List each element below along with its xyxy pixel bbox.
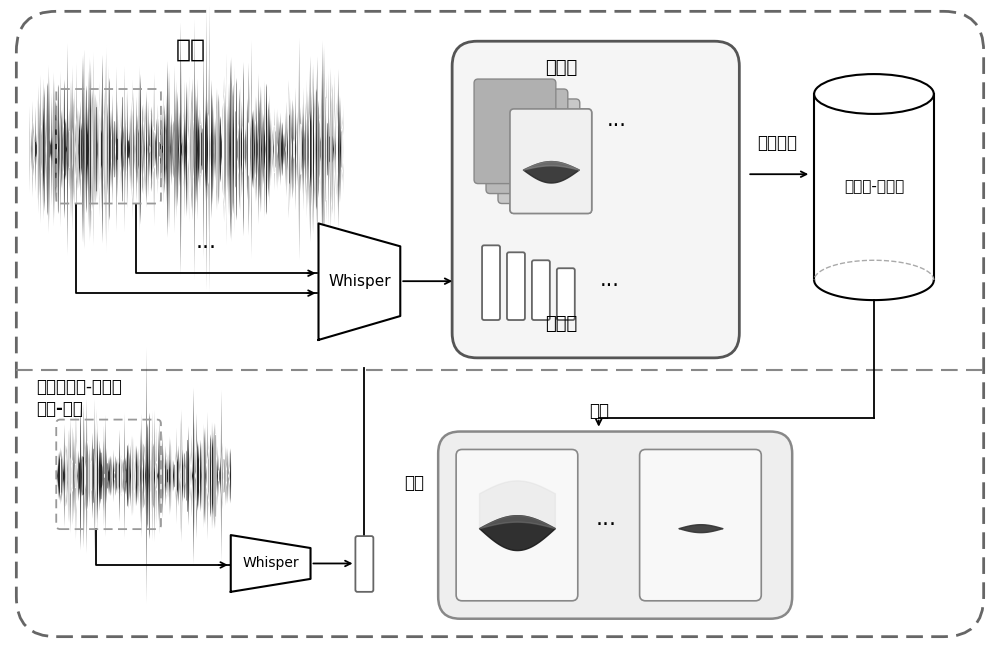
Text: Whisper: Whisper [242, 557, 299, 570]
FancyBboxPatch shape [16, 12, 984, 636]
Text: 音频: 音频 [176, 37, 206, 61]
Text: ···: ··· [607, 116, 627, 136]
Text: 视素集: 视素集 [545, 59, 577, 77]
Text: Whisper: Whisper [328, 274, 391, 289]
FancyBboxPatch shape [510, 109, 592, 213]
FancyBboxPatch shape [452, 41, 739, 358]
Text: 隐音素: 隐音素 [545, 315, 577, 333]
Polygon shape [319, 224, 400, 340]
Text: 检索: 检索 [404, 474, 424, 492]
FancyBboxPatch shape [640, 450, 761, 601]
FancyBboxPatch shape [355, 536, 373, 592]
Text: ···: ··· [195, 238, 216, 259]
FancyBboxPatch shape [438, 432, 792, 619]
Text: 聚类算法: 聚类算法 [757, 134, 797, 152]
Text: ···: ··· [595, 515, 616, 535]
Text: ···: ··· [600, 276, 620, 296]
FancyBboxPatch shape [474, 79, 556, 183]
Text: 隐音素-视素库: 隐音素-视素库 [844, 179, 904, 194]
FancyBboxPatch shape [486, 89, 568, 194]
FancyBboxPatch shape [498, 99, 580, 203]
FancyBboxPatch shape [507, 252, 525, 320]
Polygon shape [231, 535, 311, 592]
Ellipse shape [814, 74, 934, 114]
FancyBboxPatch shape [456, 450, 578, 601]
FancyBboxPatch shape [482, 246, 500, 320]
FancyBboxPatch shape [510, 109, 592, 213]
Text: 检索-匹配: 检索-匹配 [36, 400, 83, 418]
FancyBboxPatch shape [532, 260, 550, 320]
FancyBboxPatch shape [557, 268, 575, 320]
Text: 构建隐音素-视素库: 构建隐音素-视素库 [36, 378, 122, 396]
Text: 匹配: 匹配 [589, 402, 609, 420]
